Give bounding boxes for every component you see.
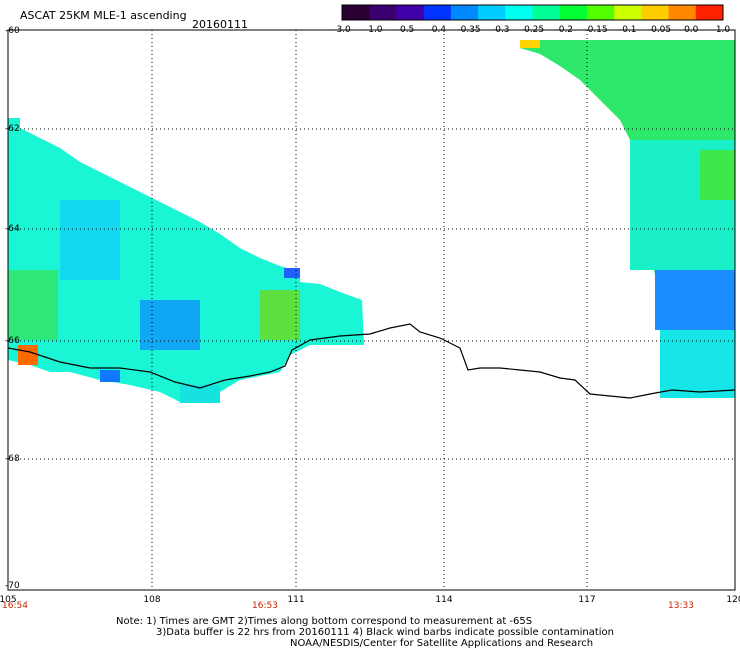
x-tick-label: 111 [287,595,304,605]
x-tick-label: 105 [0,595,17,605]
colorbar-swatch [423,5,452,20]
time-label: 13:33 [668,601,694,611]
y-tick-label: -70 [5,581,20,591]
colorbar-swatch [559,5,588,20]
colorbar-swatch [478,5,506,20]
x-tick-label: 108 [143,595,160,605]
y-tick-label: -68 [5,454,20,464]
x-tick-label: 120 [726,595,740,605]
colorbar-swatch [695,5,724,20]
time-label: 16:54 [2,601,28,611]
time-labels: 16:54 16:53 13:33 [2,601,694,611]
map-date: 20160111 [192,18,248,31]
x-tick-label: 117 [578,595,595,605]
data-swath-west [8,118,364,403]
colorbar-swatch [342,5,370,20]
y-tick-label: -62 [5,124,20,134]
colorbar-swatch [532,5,561,20]
footnote-line-3: NOAA/NESDIS/Center for Satellite Applica… [290,638,594,649]
y-axis: -60 -62 -64 -66 -68 -70 [5,26,20,591]
x-axis: 105 108 111 114 117 120 [0,595,740,605]
swath-patch [655,270,735,330]
colorbar-swatch [505,5,533,20]
swath-patch [60,200,120,280]
colorbar-swatch [369,5,397,20]
colorbar-swatch [396,5,425,20]
y-tick-label: -64 [5,224,20,234]
swath-patch [8,270,58,340]
y-tick-label: -66 [5,336,20,346]
swath-patch [140,300,200,350]
colorbar-border [341,4,724,21]
swath-patch [284,268,300,278]
colorbar-swatch [614,5,642,20]
time-label: 16:53 [252,601,278,611]
colorbar-swatch [668,5,697,20]
data-swath-east [520,40,735,398]
grid [8,30,735,590]
swath-patch [18,345,38,365]
plot-frame [7,29,736,591]
coastline [7,323,736,399]
map-title: ASCAT 25KM MLE-1 ascending [20,9,187,22]
footnote-line-2: 3)Data buffer is 22 hrs from 20160111 4)… [156,627,614,638]
colorbar-swatch [641,5,670,20]
swath-patch [260,290,300,340]
colorbar-swatch [586,5,615,20]
swath-patch [700,150,735,200]
colorbar-swatch [450,5,479,20]
swath-patch [180,385,220,403]
footnote-line-1: Note: 1) Times are GMT 2)Times along bot… [116,616,533,627]
swath-patch [100,370,120,382]
y-tick-label: -60 [5,26,20,36]
x-tick-label: 114 [435,595,452,605]
swath-patch [520,40,540,48]
swath-patch [660,330,735,398]
